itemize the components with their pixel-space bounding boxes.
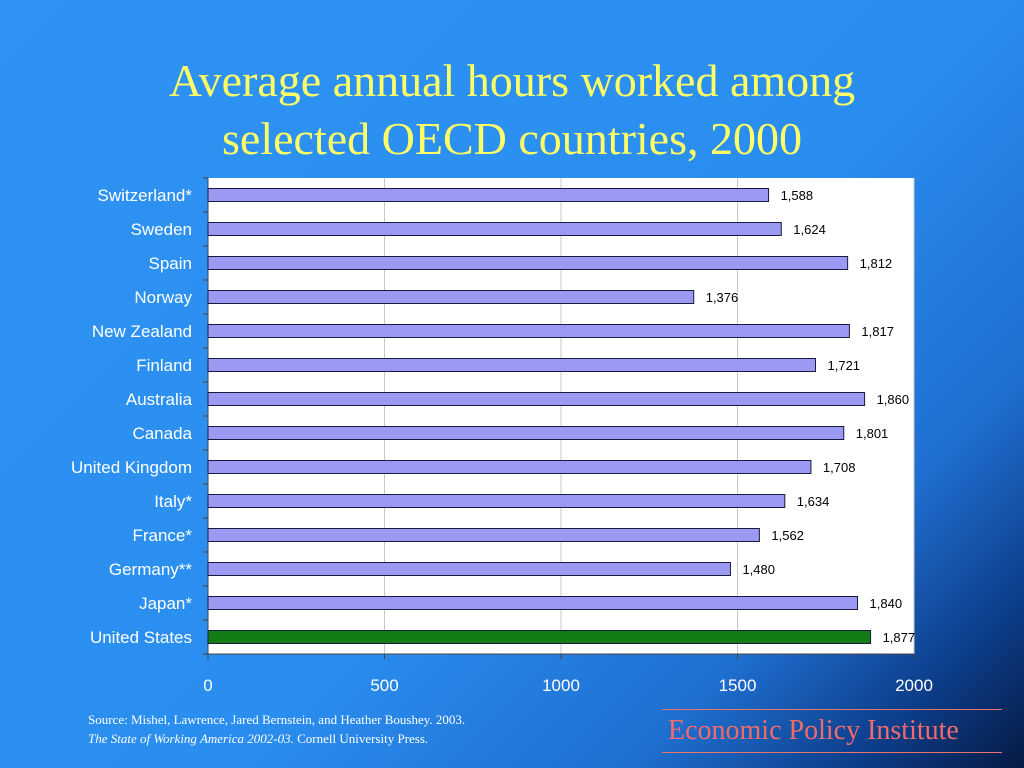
bar-finland [207,358,817,372]
title-line-2: selected OECD countries, 2000 [222,113,802,164]
bar-sweden [207,222,782,236]
x-tick-label-500: 500 [370,676,398,695]
category-label-united-states: United States [90,628,192,647]
bar-italy [207,494,786,508]
value-label-canada: 1,801 [856,426,889,441]
source-line-1: Source: Mishel, Lawrence, Jared Bernstei… [88,712,466,727]
bar-japan [207,596,859,610]
bar-germany [207,562,731,576]
category-label-japan: Japan* [139,594,192,613]
bar-united-states [207,630,872,644]
category-label-norway: Norway [134,288,192,307]
chart-title: Average annual hours worked among select… [0,52,1024,168]
category-label-united-kingdom: United Kingdom [71,458,192,477]
source-note: Source: Mishel, Lawrence, Jared Bernstei… [88,710,465,748]
bar-new-zealand [207,324,850,338]
bar-australia [207,392,866,406]
value-label-new-zealand: 1,817 [861,324,894,339]
value-label-japan: 1,840 [870,596,903,611]
category-label-canada: Canada [132,424,192,443]
category-label-italy: Italy* [154,492,192,511]
value-label-sweden: 1,624 [793,222,826,237]
source-book-title: The State of Working America 2002-03. [88,731,294,746]
category-label-finland: Finland [136,356,192,375]
bar-switzerland [207,188,770,202]
source-publisher: Cornell University Press. [293,731,429,746]
x-tick-label-0: 0 [203,676,212,695]
bar-norway [207,290,695,304]
bar-spain [207,256,849,270]
value-label-finland: 1,721 [828,358,861,373]
value-label-australia: 1,860 [877,392,910,407]
category-label-france: France* [132,526,192,545]
value-label-united-kingdom: 1,708 [823,460,856,475]
value-label-spain: 1,812 [860,256,893,271]
category-label-spain: Spain [149,254,192,273]
value-label-norway: 1,376 [706,290,739,305]
category-label-sweden: Sweden [131,220,192,239]
value-label-france: 1,562 [771,528,804,543]
source-line-2: The State of Working America 2002-03. Co… [88,729,465,748]
value-label-switzerland: 1,588 [781,188,814,203]
value-label-united-states: 1,877 [883,630,916,645]
bars [207,188,872,644]
bar-canada [207,426,845,440]
bar-france [207,528,760,542]
labels: 0 500 1000 1500 2000 Switzerland* 1,588 Sweden 1… [71,186,933,695]
bar-united-kingdom [207,460,812,474]
x-tick-label-1000: 1000 [542,676,580,695]
brand-logo-text: Economic Policy Institute [662,709,1002,753]
category-label-germany: Germany** [109,560,193,579]
x-tick-label-1500: 1500 [719,676,757,695]
title-line-1: Average annual hours worked among [168,55,856,106]
category-label-australia: Australia [126,390,193,409]
category-label-new-zealand: New Zealand [92,322,192,341]
value-label-italy: 1,634 [797,494,830,509]
category-label-switzerland: Switzerland* [98,186,193,205]
x-tick-label-2000: 2000 [895,676,933,695]
value-label-germany: 1,480 [742,562,775,577]
